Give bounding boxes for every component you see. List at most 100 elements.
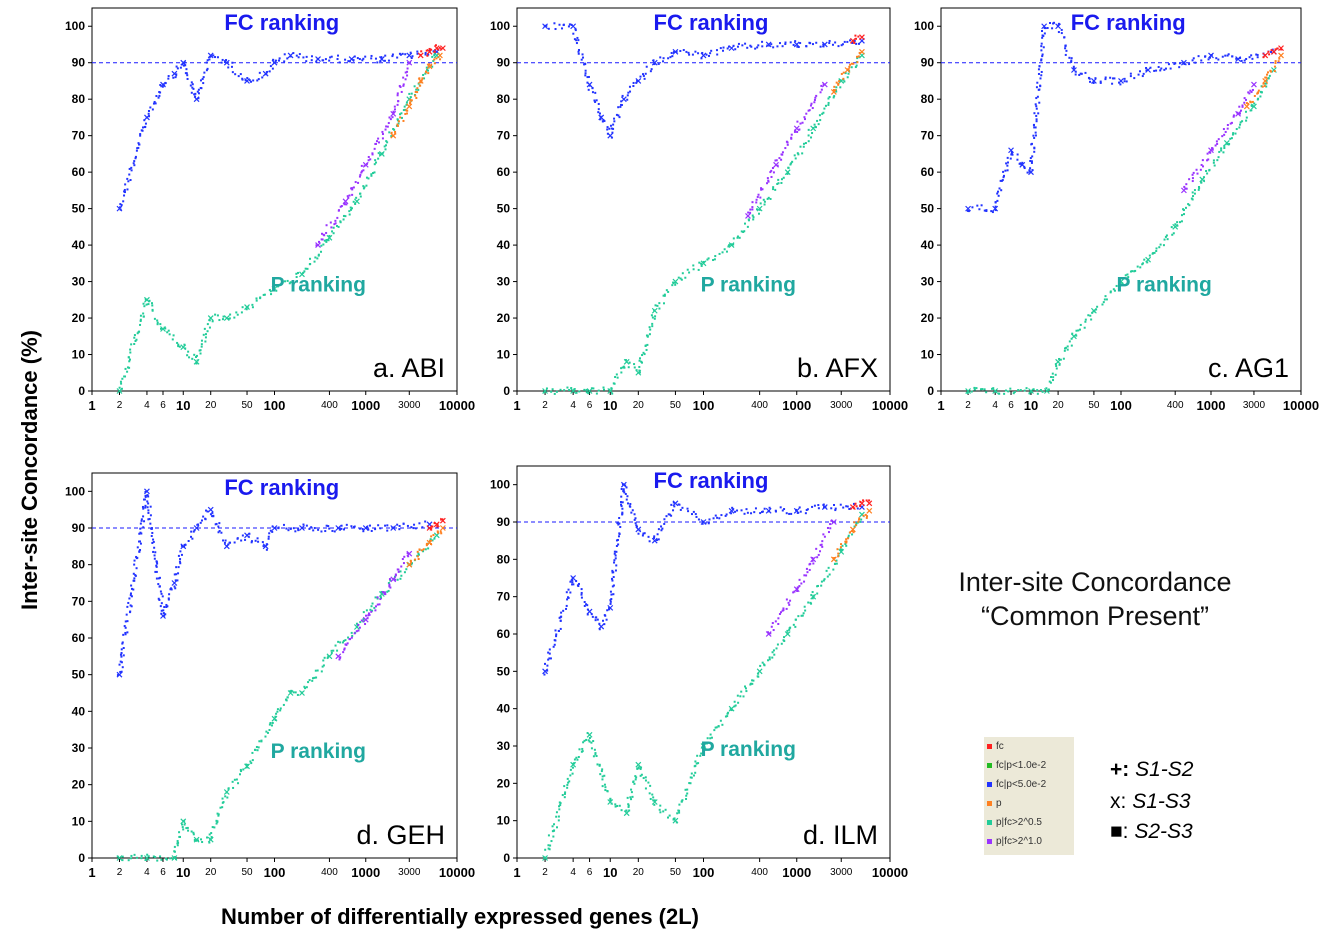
data-point-cloud xyxy=(576,758,579,761)
data-point-cloud xyxy=(826,526,829,529)
data-point-cloud xyxy=(653,63,656,66)
data-point-cloud xyxy=(609,602,612,605)
data-point-cloud xyxy=(420,79,423,82)
data-point-cloud xyxy=(300,691,303,694)
data-point-cloud xyxy=(642,532,645,535)
x-tick-label: 1 xyxy=(513,865,520,880)
data-point-cloud xyxy=(202,76,205,79)
data-point-cloud xyxy=(296,693,299,696)
data-point-cloud xyxy=(1251,100,1254,103)
data-point-cloud xyxy=(647,781,650,784)
data-point-cloud xyxy=(377,157,380,160)
data-point-cloud xyxy=(365,614,368,617)
data-point-cloud xyxy=(707,257,710,260)
data-point-cloud xyxy=(177,345,180,348)
data-point-cloud xyxy=(727,45,730,48)
data-point-cloud xyxy=(616,522,619,525)
data-point-cloud xyxy=(1149,66,1152,69)
data-point-cloud xyxy=(759,664,762,667)
data-point-cloud xyxy=(737,701,740,704)
data-point-cloud xyxy=(558,23,561,26)
data-point-cloud xyxy=(351,634,354,637)
data-point-cloud xyxy=(1041,390,1044,393)
x-tick-label: 10000 xyxy=(439,398,475,413)
data-point-cloud xyxy=(1215,57,1218,60)
data-point-cloud xyxy=(853,521,856,524)
data-point-cloud xyxy=(177,566,180,569)
data-point-cloud xyxy=(548,848,551,851)
y-tick-label: 10 xyxy=(497,348,511,362)
data-point-cloud xyxy=(692,268,695,271)
data-point-cloud xyxy=(697,762,700,765)
data-point-cloud xyxy=(1094,77,1097,80)
data-point-cloud xyxy=(983,388,986,391)
data-point-cloud xyxy=(258,740,261,743)
data-point-cloud xyxy=(119,660,122,663)
data-point-cloud xyxy=(609,798,612,801)
data-point-cloud xyxy=(769,197,772,200)
data-point-cloud xyxy=(714,514,717,517)
data-point-cloud xyxy=(1070,61,1073,64)
data-point-cloud xyxy=(221,801,224,804)
data-point-cloud xyxy=(153,546,156,549)
data-point-cloud xyxy=(700,262,703,265)
data-point-cloud xyxy=(359,192,362,195)
data-point-cloud xyxy=(772,649,775,652)
data-point-cloud xyxy=(638,365,641,368)
data-point-cloud xyxy=(1087,314,1090,317)
data-point-cloud xyxy=(620,495,623,498)
data-point-cloud xyxy=(678,803,681,806)
data-point-cloud xyxy=(1035,118,1038,121)
data-point-cloud xyxy=(840,72,843,75)
data-point-cloud xyxy=(120,648,123,651)
data-point-cloud xyxy=(643,77,646,80)
data-point-cloud xyxy=(1137,73,1140,76)
data-point-cloud xyxy=(351,193,354,196)
x-tick-label: 4 xyxy=(570,400,576,411)
y-tick-label: 80 xyxy=(72,558,86,572)
data-point-cloud xyxy=(170,587,173,590)
data-point-cloud xyxy=(853,525,856,528)
data-point-cloud xyxy=(602,386,605,389)
data-point-cloud xyxy=(154,551,157,554)
data-point xyxy=(406,59,413,66)
data-point-cloud xyxy=(799,145,802,148)
data-point xyxy=(1278,52,1284,59)
data-point-cloud xyxy=(139,323,142,326)
data-point-cloud xyxy=(1151,252,1154,255)
data-point-cloud xyxy=(618,116,621,119)
data-point-cloud xyxy=(1083,326,1086,329)
data-point-cloud xyxy=(205,61,208,64)
data-point-cloud xyxy=(601,778,604,781)
data-point-cloud xyxy=(546,664,549,667)
data-point-cloud xyxy=(138,550,141,553)
data-point-cloud xyxy=(1178,221,1181,224)
data-point-cloud xyxy=(1274,48,1277,51)
data-point-cloud xyxy=(374,57,377,60)
data-point-cloud xyxy=(612,127,615,130)
data-point-cloud xyxy=(122,200,125,203)
data-point-cloud xyxy=(658,307,661,310)
data-point-cloud xyxy=(274,59,277,62)
data-point-cloud xyxy=(572,32,575,35)
data-point-cloud xyxy=(819,544,822,547)
data-point-cloud xyxy=(1251,57,1254,60)
data-point-cloud xyxy=(572,583,575,586)
data-point-cloud xyxy=(1191,198,1194,201)
data-point-cloud xyxy=(1198,187,1201,190)
data-point-cloud xyxy=(689,776,692,779)
data-point xyxy=(1145,256,1152,263)
data-point-cloud xyxy=(598,763,601,766)
data-point-cloud xyxy=(155,570,158,573)
data-point-cloud xyxy=(549,657,552,660)
data-point-cloud xyxy=(208,833,211,836)
data-point-cloud xyxy=(251,303,254,306)
data-point-cloud xyxy=(165,858,168,861)
figure-note: Inter-site Concordance “Common Present” xyxy=(915,565,1275,633)
data-point-cloud xyxy=(324,58,327,61)
data-point-cloud xyxy=(179,562,182,565)
data-point-cloud xyxy=(545,24,548,27)
data-point-cloud xyxy=(750,512,753,515)
data-point-cloud xyxy=(768,658,771,661)
data-point-cloud xyxy=(602,118,605,121)
